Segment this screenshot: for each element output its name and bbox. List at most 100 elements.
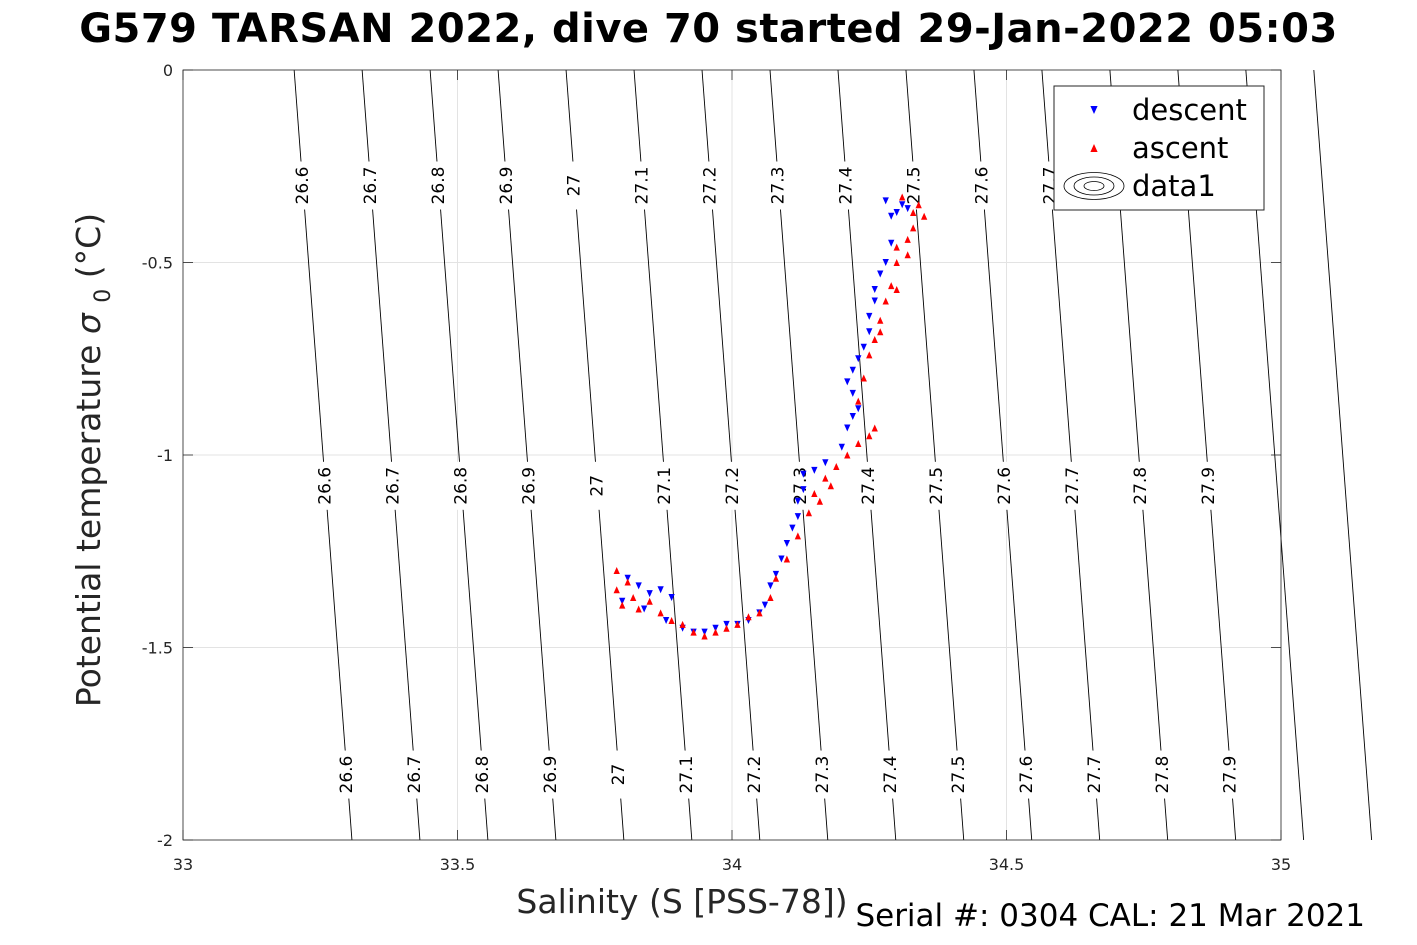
contour-label: 27.5 [927,467,947,505]
contour-label: 27.9 [1199,467,1219,505]
ascent-point [630,593,637,601]
descent-point [662,617,670,625]
descent-point [811,466,818,474]
y-tick-label: -0.5 [142,254,173,273]
descent-point [888,212,895,220]
serial-calibration-note: Serial #: 0304 CAL: 21 Mar 2021 [855,898,1365,934]
contour-label-bg [606,750,631,799]
legend-descent-marker [1090,106,1098,114]
contour-label: 26.9 [497,167,517,205]
ascent-point [866,351,873,359]
legend-contour-icon [1083,181,1105,191]
contour-label: 26.9 [519,467,539,505]
descent-point [822,459,829,467]
contour-label: 27.2 [723,467,743,505]
contour-label: 26.8 [429,167,449,205]
ascent-point [893,243,900,251]
contour-label-bg [946,750,971,799]
ascent-point [877,316,884,324]
contour-label-bg [538,750,563,799]
contour-label: 27.5 [905,167,925,205]
contour-label: 27.9 [1221,756,1241,794]
descent-point [789,524,796,532]
ascent-point [871,336,878,343]
ascent-point [904,251,911,259]
contour-label: 26.7 [361,167,381,205]
ascent-point [811,490,818,497]
contour-label: 27.1 [677,756,697,794]
descent-point [877,270,884,278]
ascent-point [767,593,774,601]
descent-point [882,259,889,266]
ascent-point [833,463,840,471]
contour-label: 26.6 [315,467,335,505]
descent-point [882,197,889,205]
descent-point [904,205,911,213]
ascent-point [915,201,922,209]
contour-label-bg [402,750,427,799]
data-points [613,193,928,640]
ascent-point [619,601,626,609]
y-axis-title-symbol: σ [69,312,108,334]
ascent-point [668,617,675,625]
ascent-point [772,574,780,582]
contour-label-bg [857,461,882,510]
descent-point [844,424,851,432]
contour-label-bg [290,161,315,210]
contour-label: 27.4 [837,167,857,205]
contour-label-bg [585,461,610,510]
legend-contour-icon [1063,172,1125,200]
ascent-point [921,212,928,220]
descent-point [899,201,906,209]
descent-point [866,312,873,320]
contour-label-bg [1061,461,1086,510]
descent-point [860,343,867,351]
ascent-point [613,567,620,574]
descent-point [624,574,631,582]
contour-label-bg [742,750,767,799]
contour-label: 26.8 [451,467,471,505]
ascent-point [899,193,906,201]
ascent-point [822,474,829,482]
contour-label: 26.6 [337,756,357,794]
contour-label: 26.6 [293,167,313,205]
legend-descent-label: descent [1132,93,1247,127]
contour-label-bg [766,161,791,210]
ascent-point [756,609,763,617]
contour-label: 27 [609,764,629,786]
ascent-point [690,628,697,636]
contour-label-bg [1082,750,1107,799]
descent-point [871,285,878,293]
descent-point [849,366,856,374]
axis-ticks: 33 33.5 34 34.5 35 0 -0.5 -1 -1.5 -2 [142,61,1291,874]
y-tick-label: -1.5 [142,639,173,658]
contour-label-bg [1014,750,1039,799]
ascent-point [888,282,895,290]
contour-label: 27.1 [633,167,653,205]
contour-label-bg [834,161,859,210]
contour-label-bg [562,161,587,210]
x-tick-label: 34 [722,855,742,874]
contour-label-bg [1129,461,1154,510]
descent-point [794,497,802,505]
legend-contour-icon [1073,176,1115,196]
contour-label-bg [335,750,360,799]
contour-label-bg [470,750,495,799]
ascent-point [646,597,653,605]
contour-label: 27.5 [949,756,969,794]
contour-label-bg [721,461,746,510]
contour-label: 27.6 [995,467,1015,505]
contour-label: 27.3 [769,167,789,205]
x-tick-label: 33 [173,855,193,874]
contour-label-bg [358,161,383,210]
descent-point [657,586,664,594]
y-axis-title: Potential temperature σ 0 (°C) [69,213,118,707]
contour-label: 27.4 [881,756,901,794]
descent-point [794,513,802,521]
descent-point [838,443,845,451]
ascent-point [910,224,917,232]
descent-point [767,582,774,590]
ascent-point [877,328,884,336]
descent-point [646,590,653,598]
